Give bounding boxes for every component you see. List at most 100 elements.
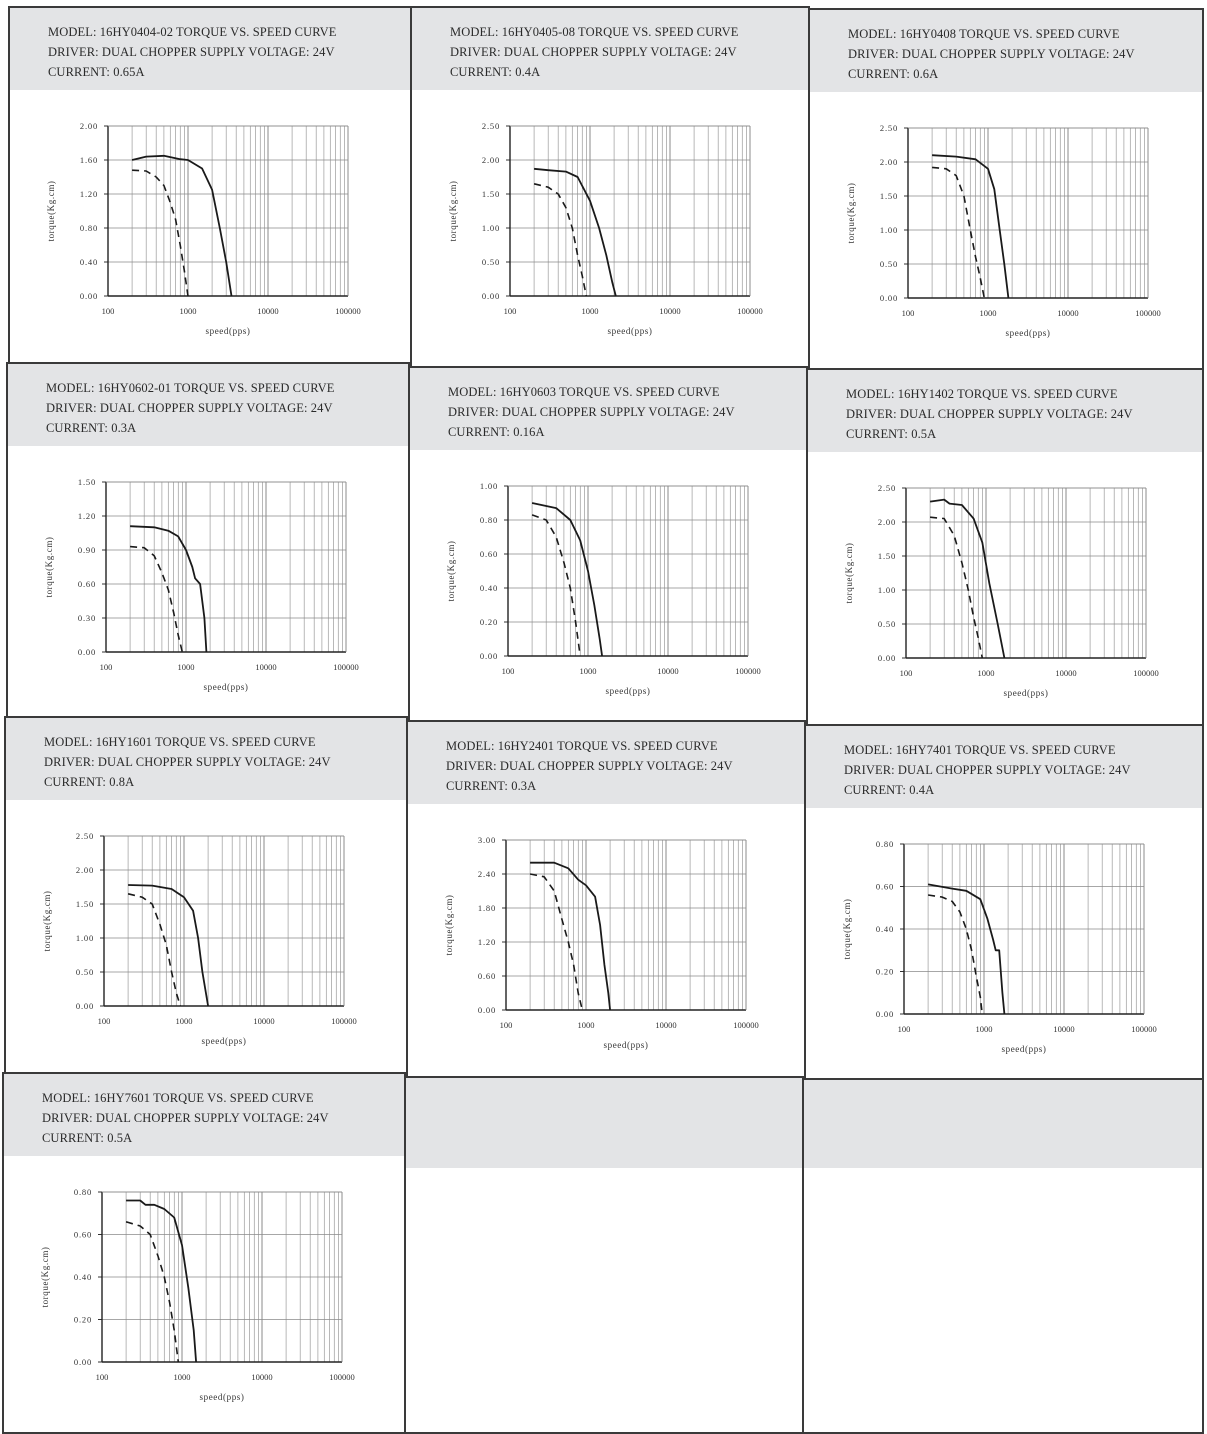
x-axis-label: speed(pps)	[608, 326, 653, 336]
empty-panel	[802, 1078, 1204, 1434]
y-tick-label: 0.00	[74, 1357, 92, 1367]
y-axis-label: torque(Kg.cm)	[40, 1246, 50, 1307]
y-axis-label: torque(Kg.cm)	[46, 180, 56, 241]
x-tick-label: 100	[898, 1024, 911, 1034]
y-tick-label: 2.00	[880, 157, 898, 167]
y-tick-label: 0.80	[80, 223, 98, 233]
torque-curve-dashed	[927, 894, 983, 1015]
y-tick-label: 2.50	[76, 831, 94, 841]
panel-header: MODEL: 16HY0603 TORQUE VS. SPEED CURVE D…	[410, 368, 806, 450]
x-tick-label: 100	[900, 668, 913, 678]
torque-curve-solid	[929, 498, 1006, 659]
x-tick-label: 100000	[733, 1020, 759, 1030]
torque-curve-dashed	[533, 183, 588, 297]
y-tick-label: 1.00	[482, 223, 500, 233]
current-line: CURRENT: 0.4A	[844, 783, 935, 797]
x-axis-label: speed(pps)	[202, 1036, 247, 1046]
torque-curve-dashed	[529, 873, 584, 1011]
model-line: MODEL: 16HY7401 TORQUE VS. SPEED CURVE	[844, 743, 1116, 757]
y-tick-label: 2.50	[880, 123, 898, 133]
panel-header: MODEL: 16HY1601 TORQUE VS. SPEED CURVE D…	[6, 718, 406, 800]
x-tick-label: 1000	[980, 308, 997, 318]
x-tick-label: 100	[902, 308, 915, 318]
torque-speed-chart: 0.00 0.50 1.00 1.50 2.00 2.50 100 1000 10000 1000…	[844, 483, 1159, 698]
chart-panel-16hy2401: MODEL: 16HY2401 TORQUE VS. SPEED CURVE D…	[406, 720, 806, 1078]
y-tick-label: 0.60	[74, 1230, 92, 1240]
chart-panel-16hy0602-01: MODEL: 16HY0602-01 TORQUE VS. SPEED CURV…	[6, 362, 410, 720]
y-tick-label: 0.50	[76, 967, 94, 977]
y-tick-label: 0.80	[74, 1187, 92, 1197]
torque-curve-solid	[932, 154, 1010, 299]
current-line: CURRENT: 0.65A	[48, 65, 145, 79]
y-axis-label: torque(Kg.cm)	[444, 894, 454, 955]
torque-speed-chart: 0.00 0.30 0.60 0.90 1.20 1.50 100 1000 10000 1000…	[44, 477, 359, 692]
y-tick-label: 0.00	[78, 647, 96, 657]
torque-curve-dashed	[930, 516, 984, 659]
driver-line: DRIVER: DUAL CHOPPER SUPPLY VOLTAGE: 24V	[44, 755, 331, 769]
chart-panel-16hy0408: MODEL: 16HY0408 TORQUE VS. SPEED CURVE D…	[808, 8, 1204, 370]
current-line: CURRENT: 0.6A	[848, 67, 939, 81]
panel-header: MODEL: 16HY1402 TORQUE VS. SPEED CURVE D…	[808, 370, 1202, 452]
x-axis-label: speed(pps)	[604, 1040, 649, 1050]
x-tick-label: 1000	[580, 666, 597, 676]
y-tick-label: 2.50	[878, 483, 896, 493]
chart-panel-16hy1601: MODEL: 16HY1601 TORQUE VS. SPEED CURVE D…	[4, 716, 408, 1074]
chart-panel-16hy0404-02: MODEL: 16HY0404-02 TORQUE VS. SPEED CURV…	[8, 6, 412, 364]
y-tick-label: 0.00	[878, 653, 896, 663]
current-line: CURRENT: 0.4A	[450, 65, 541, 79]
x-tick-label: 100000	[335, 306, 361, 316]
x-tick-label: 100000	[1135, 308, 1161, 318]
y-tick-label: 0.00	[480, 651, 498, 661]
x-axis-label: speed(pps)	[200, 1392, 245, 1402]
model-line: MODEL: 16HY0408 TORQUE VS. SPEED CURVE	[848, 27, 1120, 41]
y-tick-label: 0.60	[876, 882, 894, 892]
torque-speed-chart: 0.00 0.20 0.40 0.60 0.80 1.00 100 1000 10000 1000…	[446, 481, 761, 696]
y-tick-label: 0.40	[80, 257, 98, 267]
chart-panel-16hy0405-08: MODEL: 16HY0405-08 TORQUE VS. SPEED CURV…	[410, 6, 810, 368]
panel-header	[804, 1080, 1202, 1168]
y-tick-label: 1.20	[78, 511, 96, 521]
x-tick-label: 100	[500, 1020, 513, 1030]
torque-speed-chart: 0.00 0.40 0.80 1.20 1.60 2.00 100 1000 10000 1000…	[46, 121, 361, 336]
x-tick-label: 100	[102, 306, 115, 316]
chart-panel-16hy0603: MODEL: 16HY0603 TORQUE VS. SPEED CURVE D…	[408, 366, 808, 724]
x-tick-label: 10000	[253, 1016, 274, 1026]
y-tick-label: 0.00	[76, 1001, 94, 1011]
y-tick-label: 0.40	[876, 924, 894, 934]
y-tick-label: 0.80	[876, 839, 894, 849]
y-tick-label: 0.50	[482, 257, 500, 267]
torque-speed-chart: 0.00 0.50 1.00 1.50 2.00 2.50 100 1000 10000 1000…	[448, 121, 763, 336]
panel-header: MODEL: 16HY0404-02 TORQUE VS. SPEED CURV…	[10, 8, 410, 90]
current-line: CURRENT: 0.8A	[44, 775, 135, 789]
y-tick-label: 0.60	[480, 549, 498, 559]
model-line: MODEL: 16HY1402 TORQUE VS. SPEED CURVE	[846, 387, 1118, 401]
y-axis-label: torque(Kg.cm)	[842, 898, 852, 959]
torque-curve-dashed	[932, 166, 986, 299]
x-tick-label: 1000	[176, 1016, 193, 1026]
torque-speed-chart: 0.00 0.20 0.40 0.60 0.80 100 1000 10000 100000 sp…	[842, 839, 1157, 1054]
y-axis-label: torque(Kg.cm)	[448, 180, 458, 241]
y-tick-label: 0.30	[78, 613, 96, 623]
driver-line: DRIVER: DUAL CHOPPER SUPPLY VOLTAGE: 24V	[846, 407, 1133, 421]
y-tick-label: 0.60	[478, 971, 496, 981]
y-tick-label: 1.20	[80, 189, 98, 199]
driver-line: DRIVER: DUAL CHOPPER SUPPLY VOLTAGE: 24V	[448, 405, 735, 419]
x-axis-label: speed(pps)	[206, 326, 251, 336]
torque-curve-solid	[128, 884, 209, 1007]
panel-header: MODEL: 16HY7401 TORQUE VS. SPEED CURVE D…	[806, 726, 1202, 808]
y-tick-label: 0.40	[480, 583, 498, 593]
y-tick-label: 0.00	[80, 291, 98, 301]
y-tick-label: 2.00	[482, 155, 500, 165]
x-tick-label: 100	[100, 662, 113, 672]
x-tick-label: 100000	[1133, 668, 1159, 678]
current-line: CURRENT: 0.16A	[448, 425, 545, 439]
current-line: CURRENT: 0.3A	[446, 779, 537, 793]
x-tick-label: 10000	[655, 1020, 676, 1030]
y-tick-label: 0.20	[876, 967, 894, 977]
y-tick-label: 3.00	[478, 835, 496, 845]
driver-line: DRIVER: DUAL CHOPPER SUPPLY VOLTAGE: 24V	[450, 45, 737, 59]
y-tick-label: 1.80	[478, 903, 496, 913]
y-axis-label: torque(Kg.cm)	[844, 542, 854, 603]
y-tick-label: 2.50	[482, 121, 500, 131]
current-line: CURRENT: 0.3A	[46, 421, 137, 435]
